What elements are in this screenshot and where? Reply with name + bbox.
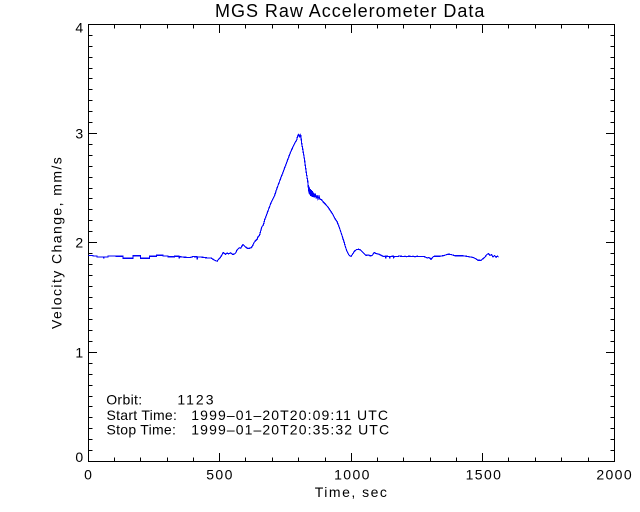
svg-text:1: 1 xyxy=(75,344,83,360)
svg-text:2: 2 xyxy=(75,234,83,250)
svg-text:1123: 1123 xyxy=(177,392,215,408)
svg-text:1000: 1000 xyxy=(334,467,371,483)
svg-text:1999–01–20T20:09:11 UTC: 1999–01–20T20:09:11 UTC xyxy=(191,407,389,423)
svg-text:1999–01–20T20:35:32 UTC: 1999–01–20T20:35:32 UTC xyxy=(191,422,390,438)
svg-text:2000: 2000 xyxy=(596,467,633,483)
svg-text:4: 4 xyxy=(75,20,83,36)
svg-text:Start Time:: Start Time: xyxy=(107,407,178,423)
svg-text:500: 500 xyxy=(206,467,234,483)
svg-text:Time, sec: Time, sec xyxy=(315,484,389,500)
svg-text:Velocity Change, mm/s: Velocity Change, mm/s xyxy=(49,156,65,329)
svg-text:0: 0 xyxy=(75,449,83,465)
svg-text:1500: 1500 xyxy=(466,467,503,483)
svg-text:MGS Raw Accelerometer Data: MGS Raw Accelerometer Data xyxy=(215,1,485,21)
svg-text:Orbit:: Orbit: xyxy=(106,392,142,408)
svg-text:0: 0 xyxy=(84,467,93,483)
svg-text:3: 3 xyxy=(75,126,83,142)
svg-text:Stop Time:: Stop Time: xyxy=(107,422,177,438)
